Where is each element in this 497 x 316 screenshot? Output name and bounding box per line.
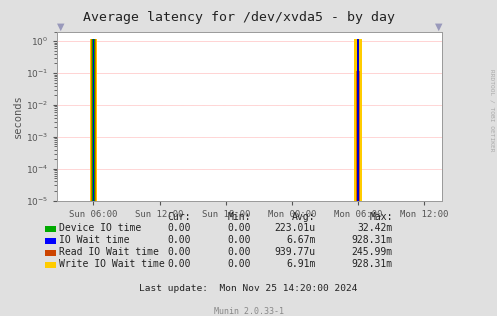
Text: 0.00: 0.00 <box>168 247 191 257</box>
Text: Write IO Wait time: Write IO Wait time <box>59 259 165 269</box>
Text: 928.31m: 928.31m <box>351 259 393 269</box>
Text: Average latency for /dev/xvda5 - by day: Average latency for /dev/xvda5 - by day <box>83 11 395 24</box>
Text: 245.99m: 245.99m <box>351 247 393 257</box>
Text: 0.00: 0.00 <box>228 259 251 269</box>
Text: 6.91m: 6.91m <box>286 259 316 269</box>
Text: Munin 2.0.33-1: Munin 2.0.33-1 <box>214 307 283 316</box>
Text: 223.01u: 223.01u <box>274 223 316 233</box>
Text: 32.42m: 32.42m <box>357 223 393 233</box>
Text: 0.00: 0.00 <box>228 235 251 245</box>
Text: Last update:  Mon Nov 25 14:20:00 2024: Last update: Mon Nov 25 14:20:00 2024 <box>139 284 358 293</box>
Text: Max:: Max: <box>369 212 393 222</box>
Text: Min:: Min: <box>228 212 251 222</box>
Text: RRDTOOL / TOBI OETIKER: RRDTOOL / TOBI OETIKER <box>490 69 495 152</box>
Text: ▼: ▼ <box>435 21 442 32</box>
Text: 939.77u: 939.77u <box>274 247 316 257</box>
Text: 6.67m: 6.67m <box>286 235 316 245</box>
Text: 0.00: 0.00 <box>228 223 251 233</box>
Text: ▼: ▼ <box>57 21 65 32</box>
Text: 0.00: 0.00 <box>228 247 251 257</box>
Text: 0.00: 0.00 <box>168 259 191 269</box>
Y-axis label: seconds: seconds <box>13 94 23 138</box>
Text: IO Wait time: IO Wait time <box>59 235 129 245</box>
Text: 0.00: 0.00 <box>168 223 191 233</box>
Text: Device IO time: Device IO time <box>59 223 141 233</box>
Text: 928.31m: 928.31m <box>351 235 393 245</box>
Text: Avg:: Avg: <box>292 212 316 222</box>
Text: 0.00: 0.00 <box>168 235 191 245</box>
Text: Read IO Wait time: Read IO Wait time <box>59 247 159 257</box>
Text: Cur:: Cur: <box>168 212 191 222</box>
